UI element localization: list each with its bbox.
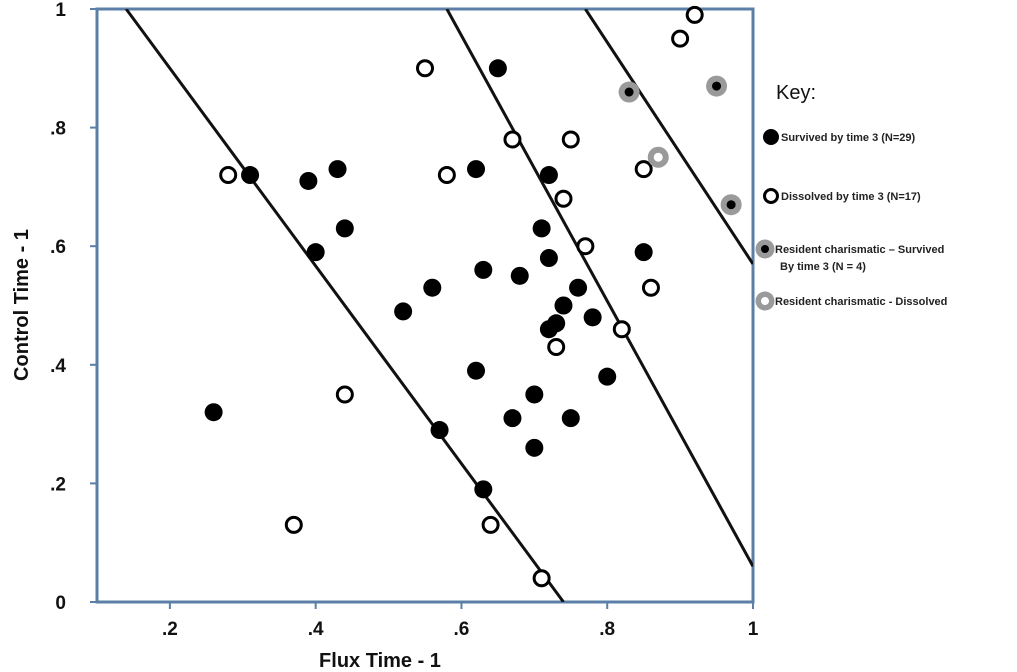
legend-label-4: Resident charismatic - Dissolved bbox=[775, 296, 947, 308]
point-series2-2 bbox=[284, 515, 303, 534]
point-series2-14 bbox=[641, 278, 660, 297]
point-series1-6 bbox=[335, 219, 354, 238]
point-series1-25 bbox=[569, 278, 588, 297]
point-series4-1 bbox=[647, 146, 669, 168]
reference-lines bbox=[124, 9, 753, 602]
y-tick-label: .4 bbox=[50, 356, 66, 377]
point-series2-10 bbox=[561, 130, 580, 149]
x-axis-ticks: .2 .4 .6 .8 1 bbox=[162, 602, 759, 640]
y-tick-label: .6 bbox=[50, 237, 66, 258]
point-series1-7 bbox=[394, 302, 413, 321]
legend-marker-1 bbox=[763, 129, 779, 145]
legend-label-3: Resident charismatic – Survived bbox=[775, 244, 944, 256]
point-series2-6 bbox=[503, 130, 522, 149]
point-series2-9 bbox=[554, 189, 573, 208]
point-series2-8 bbox=[547, 338, 566, 357]
point-series2-15 bbox=[416, 59, 434, 78]
y-axis-ticks: 0 .2 .4 .6 .8 1 bbox=[50, 0, 97, 614]
point-series2-7 bbox=[532, 569, 551, 588]
point-series1-8 bbox=[423, 278, 442, 297]
point-series1-1 bbox=[204, 403, 223, 422]
point-series3-1 bbox=[618, 81, 640, 103]
point-series2-13 bbox=[634, 160, 653, 179]
point-series2-11 bbox=[576, 237, 595, 256]
reference-line-2 bbox=[445, 9, 753, 568]
point-series1-28 bbox=[583, 308, 602, 327]
x-tick-label: .6 bbox=[454, 619, 470, 640]
point-series1-20 bbox=[539, 166, 558, 185]
point-series2-5 bbox=[481, 515, 500, 534]
point-series1-29 bbox=[532, 219, 551, 238]
y-tick-label: .8 bbox=[50, 119, 66, 140]
y-tick-label: 1 bbox=[55, 0, 66, 21]
point-series1-22 bbox=[547, 314, 566, 333]
point-series2-16 bbox=[671, 29, 690, 48]
point-series1-26 bbox=[634, 243, 653, 262]
x-tick-label: 1 bbox=[748, 619, 759, 640]
point-series2-3 bbox=[335, 385, 354, 404]
point-series3-3 bbox=[720, 194, 742, 216]
legend-marker-2 bbox=[763, 188, 779, 204]
legend-marker-3 bbox=[755, 239, 775, 259]
point-series1-23 bbox=[554, 296, 573, 315]
y-tick-label: 0 bbox=[55, 593, 66, 614]
point-series1-16 bbox=[510, 266, 529, 285]
x-tick-label: .4 bbox=[308, 619, 324, 640]
point-series3-2 bbox=[706, 75, 728, 97]
legend-label-3-cont: By time 3 (N = 4) bbox=[780, 261, 866, 273]
point-series1-9 bbox=[430, 421, 449, 440]
point-series1-13 bbox=[474, 480, 493, 499]
point-series1-2 bbox=[241, 166, 260, 185]
point-series1-17 bbox=[525, 385, 544, 404]
reference-line-1 bbox=[124, 9, 565, 602]
point-series2-4 bbox=[437, 166, 456, 185]
legend-label-1: Survived by time 3 (N=29) bbox=[781, 132, 916, 144]
y-axis-title: Control Time - 1 bbox=[11, 229, 33, 381]
y-tick-label: .2 bbox=[50, 474, 66, 495]
point-series2-1 bbox=[219, 166, 238, 185]
legend-marker-4 bbox=[755, 291, 775, 311]
point-series2-17 bbox=[685, 5, 704, 24]
legend: Key: Survived by time 3 (N=29) Dissolved … bbox=[755, 82, 947, 311]
point-series1-24 bbox=[561, 409, 580, 428]
point-series1-10 bbox=[467, 160, 486, 179]
x-tick-label: .2 bbox=[162, 619, 178, 640]
point-series1-12 bbox=[474, 260, 493, 279]
point-series2-12 bbox=[612, 320, 631, 339]
data-markers bbox=[204, 5, 742, 588]
point-series1-3 bbox=[299, 171, 318, 190]
plot-area bbox=[95, 7, 755, 604]
x-axis-title: Flux Time - 1 bbox=[319, 650, 441, 672]
point-series1-15 bbox=[503, 409, 522, 428]
point-series1-21 bbox=[539, 249, 558, 268]
reference-line-3 bbox=[584, 9, 753, 265]
point-series1-11 bbox=[467, 361, 486, 380]
point-series1-27 bbox=[598, 367, 617, 386]
legend-label-2: Dissolved by time 3 (N=17) bbox=[781, 191, 921, 203]
point-series1-5 bbox=[328, 160, 347, 179]
legend-title: Key: bbox=[776, 82, 816, 104]
point-series1-14 bbox=[488, 59, 507, 78]
point-series1-4 bbox=[306, 243, 325, 262]
plot-border bbox=[95, 7, 755, 604]
point-series1-18 bbox=[525, 438, 544, 457]
x-tick-label: .8 bbox=[599, 619, 615, 640]
